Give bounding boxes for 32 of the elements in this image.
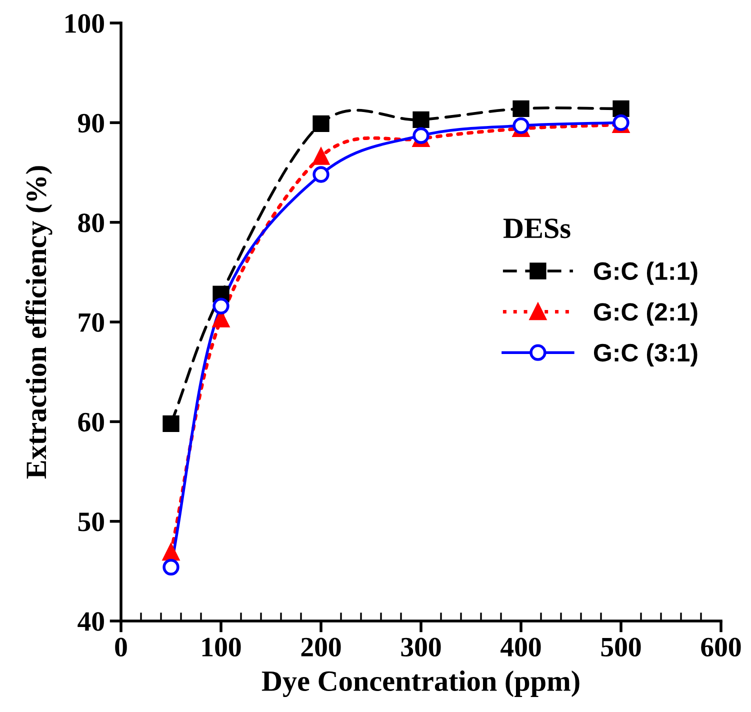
point	[312, 166, 330, 183]
point	[412, 111, 430, 128]
y-tick-label: 80	[78, 214, 104, 232]
y-tick-label: 40	[78, 612, 104, 631]
legend-label: G:C (3:1)	[594, 343, 698, 367]
point	[212, 298, 230, 314]
y-tick-label: 60	[78, 412, 104, 432]
point	[312, 148, 330, 165]
point	[162, 544, 180, 561]
point	[312, 115, 330, 132]
x-tick-label: 0	[115, 638, 127, 657]
x-tick-label: 200	[301, 638, 341, 657]
x-tick-label: 100	[202, 638, 241, 657]
x-tick-label: 500	[601, 638, 641, 657]
y-axis-title: Extraction efficiency (%)	[25, 166, 52, 479]
legend-label: G:C (1:1)	[594, 262, 698, 285]
legend-label: G:C (2:1)	[594, 302, 698, 326]
y-tick-label: 70	[78, 313, 104, 332]
point	[162, 415, 180, 432]
y-tick-label: 100	[66, 14, 104, 33]
legend-title: DESs	[503, 218, 570, 238]
point	[512, 100, 530, 118]
x-axis-title: Dye Concentration (ppm)	[262, 670, 580, 698]
y-tick-label: 50	[78, 512, 104, 532]
point	[612, 100, 630, 118]
point	[512, 117, 530, 134]
y-tick-label: 90	[78, 114, 104, 133]
x-tick-label: 400	[500, 638, 541, 657]
point	[412, 127, 430, 144]
point	[162, 558, 180, 576]
x-tick-label: 300	[401, 638, 441, 657]
x-tick-label: 600	[701, 638, 741, 657]
